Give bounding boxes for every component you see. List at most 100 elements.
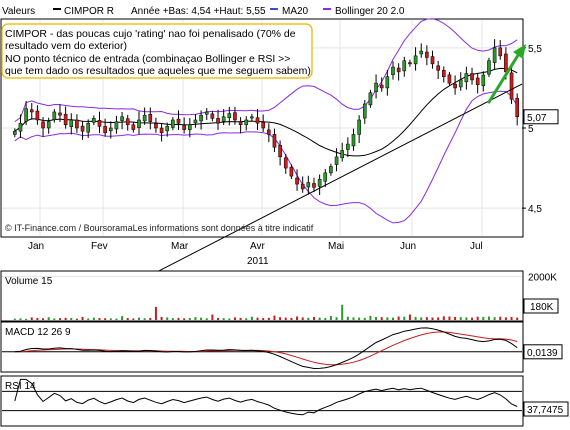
candle: [362, 100, 367, 124]
volume-bar: [115, 318, 118, 320]
volume-bar: [510, 316, 513, 320]
candle-body: [142, 114, 147, 122]
candle-body: [193, 119, 198, 124]
candle-body: [131, 124, 136, 130]
candle: [233, 106, 237, 125]
month-label-4: Mai: [328, 241, 344, 252]
volume-bar: [245, 318, 248, 320]
macd-lines: [2, 327, 522, 370]
candle: [148, 107, 153, 130]
volume-title: Volume 15: [5, 276, 53, 287]
candle: [295, 169, 299, 191]
candle: [323, 169, 328, 187]
candle: [250, 113, 254, 121]
candle: [210, 111, 215, 122]
volume-bar: [499, 316, 502, 320]
candle: [289, 164, 294, 179]
volume-bar: [471, 317, 474, 320]
candle-body: [413, 55, 418, 65]
candle-body: [278, 145, 282, 158]
candle-body: [187, 124, 192, 130]
volume-bar: [70, 317, 73, 320]
candle-body: [69, 119, 74, 127]
candle-body: [487, 60, 491, 75]
volume-bar: [487, 316, 490, 320]
volume-last-label: 180K: [530, 302, 554, 313]
candle-body: [312, 183, 316, 188]
volume-bar: [171, 318, 174, 320]
candle-body: [13, 130, 17, 135]
volume-bar: [431, 317, 434, 320]
volume-bar: [414, 316, 417, 320]
candle: [374, 74, 378, 99]
volume-bar: [177, 317, 180, 320]
volume-bar: [448, 316, 451, 320]
candle-body: [221, 116, 226, 122]
candle-body: [272, 134, 277, 148]
candle-body: [204, 111, 209, 115]
candle: [103, 118, 107, 137]
volume-bar: [53, 318, 56, 320]
volume-bar: [211, 314, 214, 320]
candle-body: [453, 83, 457, 89]
volume-bar: [369, 315, 372, 320]
candle-body: [114, 121, 119, 130]
macd-title: MACD 12 26 9: [5, 327, 71, 338]
volume-bar: [183, 318, 186, 320]
candle: [255, 109, 260, 130]
candle-body: [182, 124, 186, 130]
candle: [408, 59, 412, 67]
candle-body: [419, 50, 424, 55]
volume-bars: [13, 304, 519, 320]
candle: [481, 71, 486, 92]
candle-body: [425, 51, 429, 58]
volume-bar: [296, 316, 299, 320]
trendline-path: [126, 83, 523, 289]
candle-body: [458, 79, 463, 88]
candle: [187, 118, 192, 138]
volume-bar: [375, 316, 378, 320]
ma-legend-label: MA20: [282, 6, 309, 17]
candle-body: [346, 143, 350, 150]
volume-bar: [205, 318, 208, 320]
candle-body: [92, 118, 96, 123]
candle: [171, 117, 175, 131]
candle: [35, 105, 40, 125]
candle-body: [261, 121, 265, 129]
rsi-path: [14, 378, 518, 416]
volume-bar: [380, 317, 383, 320]
volume-bar: [160, 316, 163, 320]
volume-bar: [58, 318, 61, 320]
volume-bar: [476, 316, 479, 320]
volume-axis: 2000K 180K: [2, 272, 559, 314]
annotation-line-1: CIMPOR - das poucas cujo 'rating' nao fo…: [5, 28, 296, 40]
candle-body: [334, 156, 339, 165]
candle-body: [306, 182, 311, 188]
volume-panel: Volume 15 2000K 180K: [0, 270, 559, 322]
volume-bar: [262, 318, 265, 320]
volume-bar: [516, 317, 519, 320]
candle-body: [436, 65, 440, 71]
candle-body: [24, 108, 28, 122]
candle: [272, 128, 277, 153]
volume-bar: [482, 316, 485, 320]
month-label-5: Jun: [400, 241, 416, 252]
candle-body: [509, 72, 514, 100]
volume-bar: [420, 317, 423, 320]
volume-bar: [324, 318, 327, 320]
volume-bar: [109, 318, 112, 320]
volume-bar: [149, 317, 152, 320]
ma-legend-swatch: [270, 8, 278, 10]
candle-body: [227, 113, 232, 118]
rsi-line: [2, 378, 522, 416]
candle: [114, 115, 119, 134]
volume-bar: [138, 317, 140, 320]
candle: [368, 89, 373, 108]
volume-bar: [200, 317, 203, 320]
candle: [165, 122, 170, 137]
candle-body: [267, 129, 271, 135]
volume-bar: [279, 317, 282, 320]
candle: [475, 73, 480, 94]
candle-body: [323, 172, 328, 182]
